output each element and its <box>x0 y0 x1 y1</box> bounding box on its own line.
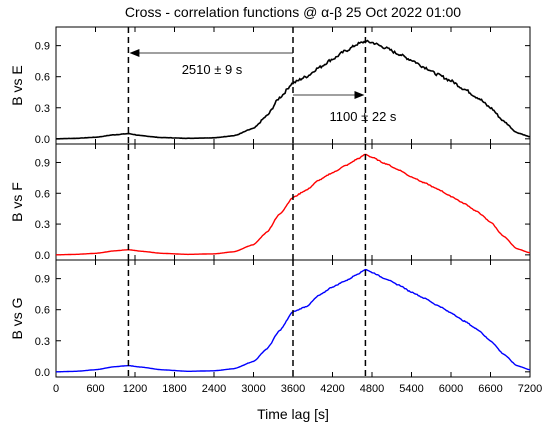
x-tick-label: 4200 <box>320 383 344 395</box>
panel-frame <box>55 143 531 261</box>
panel-3: 0.0 0.3 0.6 0.9 0 600 1200 1800 2400 3000 3600 4200… <box>9 259 542 395</box>
y-tick-label: 0.0 <box>35 250 50 262</box>
y-axis-title: B vs F <box>9 182 25 222</box>
chart-title: Cross - correlation functions @ α-β 25 O… <box>125 4 461 20</box>
annotation-lag-1: 2510 ± 9 s <box>182 62 243 77</box>
y-tick-label: 0.9 <box>35 157 50 169</box>
y-tick-label: 0.6 <box>35 72 50 84</box>
panel-2: 0.0 0.3 0.6 0.9 B vs F <box>9 143 531 262</box>
x-tick-label: 4800 <box>360 383 384 395</box>
y-axis-title: B vs E <box>9 65 25 105</box>
y-tick-label: 0.3 <box>35 219 50 231</box>
y-tick-label: 0.6 <box>35 188 50 200</box>
x-tick-label: 5400 <box>399 383 423 395</box>
panel-1: 0.0 0.3 0.6 0.9 B vs E 2510 ± 9 s 1100 ± 22 s <box>9 26 531 146</box>
y-axis-title: B vs G <box>9 297 25 339</box>
annotation-lag-2: 1100 ± 22 s <box>330 109 397 124</box>
y-tick-label: 0.6 <box>35 305 50 317</box>
y-tick-label: 0.9 <box>35 41 50 53</box>
y-tick-label: 0.3 <box>35 103 50 115</box>
x-tick-label: 2400 <box>202 383 226 395</box>
y-tick-label: 0.0 <box>35 134 50 146</box>
series-line <box>56 39 531 140</box>
x-tick-label: 6000 <box>439 383 463 395</box>
x-tick-label: 3000 <box>241 383 265 395</box>
y-tick-label: 0.9 <box>35 274 50 286</box>
x-tick-label: 0 <box>53 383 59 395</box>
x-tick-label: 600 <box>86 383 104 395</box>
x-tick-label: 6600 <box>478 383 502 395</box>
x-tick-label: 1800 <box>162 383 186 395</box>
x-tick-label: 3600 <box>281 383 305 395</box>
x-tick-label: 7200 <box>518 383 542 395</box>
y-tick-label: 0.3 <box>35 336 50 348</box>
x-tick-label: 1200 <box>123 383 147 395</box>
panel-frame <box>55 26 531 145</box>
y-tick-label: 0.0 <box>35 367 50 379</box>
x-axis-title: Time lag [s] <box>257 406 329 422</box>
